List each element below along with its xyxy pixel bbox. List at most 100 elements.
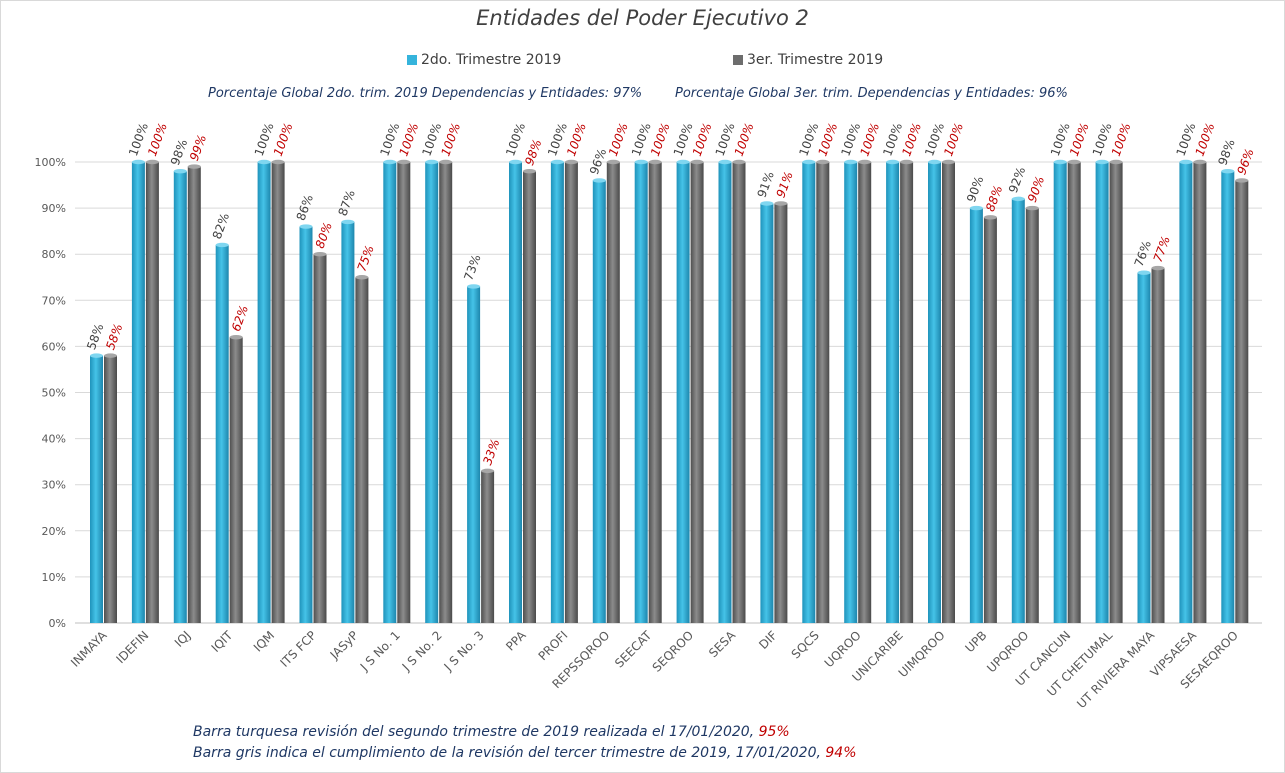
data-label-2do: 92% xyxy=(1006,165,1028,195)
bar-cap xyxy=(718,159,732,165)
data-label-2do: 82% xyxy=(210,211,232,241)
bar-cap xyxy=(690,159,704,165)
x-tick-label: DIF xyxy=(756,628,780,652)
bar-3er-trimestre xyxy=(104,355,117,623)
bar-3er-trimestre xyxy=(732,162,746,623)
bar-cap xyxy=(1221,169,1235,174)
note-gray-text: Barra gris indica el cumplimiento de la … xyxy=(193,745,821,761)
bar-cap xyxy=(592,178,606,183)
x-tick-label: ITS FCP xyxy=(278,628,320,670)
x-tick-label: PPA xyxy=(503,628,529,654)
bar-cap xyxy=(131,159,145,165)
bar-cap xyxy=(844,159,858,165)
bar-cap xyxy=(969,205,983,211)
x-tick-label: J S No. 1 xyxy=(357,628,403,674)
y-tick-label: 30% xyxy=(42,479,66,492)
note-turquoise-value: 95% xyxy=(758,724,790,740)
bar-cap xyxy=(802,159,816,165)
y-tick-label: 20% xyxy=(42,525,66,538)
bar-cap xyxy=(187,164,201,169)
legend-swatch-gray xyxy=(733,55,743,65)
y-tick-label: 100% xyxy=(35,156,66,169)
bar-2do-trimestre xyxy=(592,180,606,623)
bar-3er-trimestre xyxy=(397,162,411,623)
y-tick-label: 40% xyxy=(42,433,66,446)
bar-cap xyxy=(816,159,830,165)
legend-swatch-turquoise xyxy=(407,55,417,65)
bar-3er-trimestre xyxy=(774,203,788,624)
bar-cap xyxy=(648,159,662,165)
bar-2do-trimestre xyxy=(1053,162,1067,623)
bar-cap xyxy=(145,159,159,165)
bar-2do-trimestre xyxy=(425,162,439,623)
bar-cap xyxy=(606,159,620,165)
bar-cap xyxy=(732,159,746,165)
bar-cap xyxy=(886,159,900,165)
bar-2do-trimestre xyxy=(467,286,481,623)
y-tick-label: 0% xyxy=(49,617,66,630)
bar-cap xyxy=(774,201,788,206)
bar-2do-trimestre xyxy=(1221,171,1235,623)
data-label-3er: 33% xyxy=(480,437,502,467)
data-label-2do: 90% xyxy=(964,174,986,204)
bar-cap xyxy=(341,219,355,225)
bar-2do-trimestre xyxy=(383,162,397,623)
bar-3er-trimestre xyxy=(439,162,453,623)
bar-2do-trimestre xyxy=(90,355,103,623)
data-label-3er: 75% xyxy=(355,243,377,273)
bar-cap xyxy=(425,159,439,165)
legend-item-3er-trimestre: 3er. Trimestre 2019 xyxy=(733,52,883,68)
bar-cap xyxy=(90,353,103,358)
bar-cap xyxy=(215,242,229,248)
bar-cap xyxy=(564,159,578,165)
bars xyxy=(90,159,1249,624)
bar-cap xyxy=(509,159,522,165)
bar-3er-trimestre xyxy=(145,162,159,623)
bar-cap xyxy=(481,468,495,474)
bar-cap xyxy=(983,215,997,220)
bar-cap xyxy=(229,334,243,340)
bar-cap xyxy=(467,284,481,289)
bar-cap xyxy=(1235,178,1249,183)
x-tick-label: IDEFIN xyxy=(113,628,151,666)
bar-cap xyxy=(1011,196,1025,202)
bar-2do-trimestre xyxy=(886,162,900,623)
bar-2do-trimestre xyxy=(969,208,983,623)
x-tick-label: SESA xyxy=(706,628,739,661)
bar-2do-trimestre xyxy=(131,162,145,623)
data-label-3er: 91% xyxy=(774,170,796,200)
bar-3er-trimestre xyxy=(1151,268,1165,623)
data-label-2do: 87% xyxy=(336,188,358,218)
x-tick-label: UT RIVIERA MAYA xyxy=(1074,628,1157,711)
legend-label-3er-trimestre: 3er. Trimestre 2019 xyxy=(747,52,884,68)
note-turquoise-text: Barra turquesa revisión del segundo trim… xyxy=(193,724,755,740)
x-tick-label: J S No. 2 xyxy=(399,628,445,674)
y-tick-label: 80% xyxy=(42,248,66,261)
bar-cap xyxy=(1095,159,1109,165)
bar-2do-trimestre xyxy=(718,162,732,623)
y-tick-label: 10% xyxy=(42,571,66,584)
bar-cap xyxy=(271,159,285,165)
bar-2do-trimestre xyxy=(173,171,187,623)
data-label-3er: 98% xyxy=(522,137,544,167)
bar-cap xyxy=(1067,159,1081,165)
data-label-2do: 100% xyxy=(503,121,528,158)
bar-cap xyxy=(1109,159,1123,165)
bar-3er-trimestre xyxy=(313,254,327,623)
global-percentage-3er: Porcentaje Global 3er. trim. Dependencia… xyxy=(675,86,1068,101)
bar-2do-trimestre xyxy=(550,162,564,623)
x-tick-label: SEECAT xyxy=(612,628,655,671)
x-tick-label: UQROO xyxy=(822,628,864,670)
bar-2do-trimestre xyxy=(760,203,774,624)
x-tick-label: SEQROO xyxy=(650,628,697,675)
bar-cap xyxy=(760,201,774,206)
bar-2do-trimestre xyxy=(844,162,858,623)
bar-3er-trimestre xyxy=(1193,162,1207,623)
data-label-3er: 62% xyxy=(229,303,251,333)
bar-cap xyxy=(173,169,187,174)
bar-3er-trimestre xyxy=(983,217,997,623)
bar-3er-trimestre xyxy=(606,162,620,623)
gridlines xyxy=(75,161,1262,624)
data-label-3er: 58% xyxy=(103,322,125,352)
bar-3er-trimestre xyxy=(1235,180,1249,623)
